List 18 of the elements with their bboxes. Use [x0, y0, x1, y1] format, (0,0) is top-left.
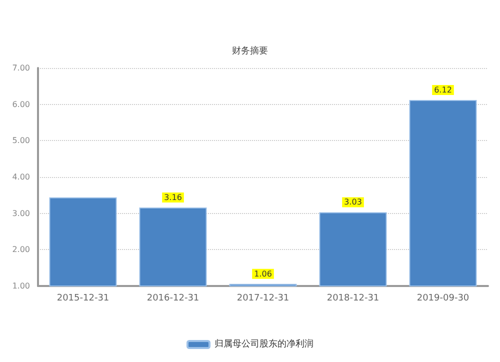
x-tick-label: 2017-12-31 [236, 294, 290, 304]
data-label: 3.03 [344, 198, 362, 207]
x-tick-label: 2018-12-31 [326, 294, 380, 304]
y-tick-label: 4.00 [12, 172, 30, 182]
x-tick-label: 2015-12-31 [56, 294, 110, 304]
chart-title: 财务摘要 [232, 46, 268, 56]
y-tick-label: 7.00 [12, 64, 30, 72]
y-tick-label: 6.00 [12, 100, 30, 109]
x-tick-label: 2016-12-31 [146, 294, 200, 304]
data-label: 1.06 [254, 269, 272, 278]
y-tick-label: 3.00 [12, 208, 30, 218]
y-tick-label: 1.00 [12, 282, 30, 290]
data-label: 3.16 [164, 193, 182, 202]
x-tick-label: 2019-09-30 [416, 294, 470, 304]
y-tick-label: 5.00 [12, 136, 30, 146]
data-label: 6.12 [434, 85, 452, 94]
legend-label: 归属母公司股东的净利润 [214, 338, 314, 350]
y-tick-label: 2.00 [12, 245, 30, 254]
